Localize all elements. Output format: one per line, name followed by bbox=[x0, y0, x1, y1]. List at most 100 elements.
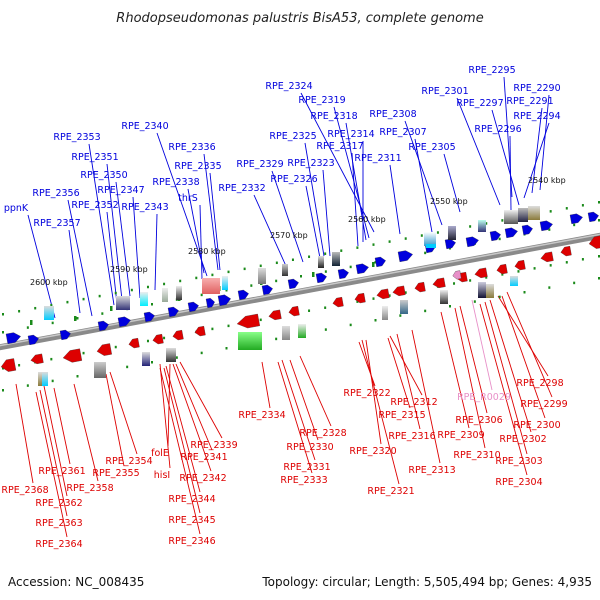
upper-inner-tick bbox=[548, 228, 551, 231]
forward-gene-label: thrS bbox=[178, 193, 198, 204]
lower-outer-tick bbox=[200, 351, 203, 355]
gene-features bbox=[0, 206, 600, 386]
reverse-gene-label: RPE_2363 bbox=[35, 518, 82, 529]
upper-outer-tick bbox=[2, 313, 4, 316]
forward-gene-label: RPE_2326 bbox=[270, 174, 317, 185]
forward-gene-label: RPE_2324 bbox=[265, 81, 312, 92]
forward-gene-arrow bbox=[539, 220, 553, 232]
forward-gene-arrow bbox=[397, 250, 413, 263]
lower-inner-tick bbox=[114, 345, 117, 349]
forward-gene-label: RPE_2319 bbox=[298, 95, 345, 106]
gene-block bbox=[448, 226, 456, 240]
lower-inner-tick bbox=[485, 276, 488, 279]
upper-inner-tick bbox=[300, 275, 302, 278]
forward-gene-label: ppnK bbox=[4, 203, 29, 214]
major-tick bbox=[30, 320, 33, 325]
reverse-gene-label: RPE_2309 bbox=[437, 430, 484, 441]
forward-gene-arrow bbox=[217, 294, 231, 307]
kbp-marker-label: 2590 kbp bbox=[110, 265, 148, 274]
forward-gene-label: RPE_2295 bbox=[468, 65, 515, 76]
reverse-gene-label: RPE_2362 bbox=[35, 498, 82, 509]
reverse-gene-label: RPE_2303 bbox=[495, 456, 542, 467]
upper-outer-tick bbox=[34, 306, 37, 310]
upper-outer-tick bbox=[18, 309, 21, 313]
reverse-gene-label: RPE_2310 bbox=[453, 450, 500, 461]
lower-inner-tick bbox=[18, 363, 21, 367]
gene-block bbox=[382, 306, 388, 320]
forward-gene-label: RPE_2353 bbox=[53, 132, 100, 143]
forward-gene-arrow bbox=[143, 311, 155, 323]
lower-inner-tick bbox=[324, 306, 327, 309]
forward-gene-label: RPE_2296 bbox=[474, 124, 521, 135]
gene-block bbox=[400, 300, 408, 314]
upper-outer-tick bbox=[549, 210, 552, 213]
upper-outer-tick bbox=[565, 207, 568, 210]
reverse-gene-label: RPE_2306 bbox=[455, 415, 502, 426]
major-tick bbox=[312, 272, 315, 277]
upper-inner-tick bbox=[598, 219, 600, 222]
forward-gene-label: RPE_2294 bbox=[513, 111, 560, 122]
upper-outer-tick bbox=[356, 246, 359, 249]
forward-gene-arrow bbox=[337, 268, 349, 280]
reverse-gene-label: RPE_2345 bbox=[168, 515, 215, 526]
upper-outer-tick bbox=[404, 237, 407, 240]
upper-outer-tick bbox=[163, 282, 166, 286]
reverse-gene-arrow bbox=[588, 235, 600, 249]
forward-gene-arrow bbox=[569, 213, 583, 225]
reverse-gene-label: RPE_2299 bbox=[520, 399, 567, 410]
reverse-gene-label: RPE_2344 bbox=[168, 494, 215, 505]
accession-text: Accession: NC_008435 bbox=[8, 575, 144, 589]
reverse-gene-arrow bbox=[392, 285, 406, 297]
upper-outer-tick bbox=[501, 219, 504, 222]
reverse-gene-label: RPE_2361 bbox=[38, 466, 85, 477]
upper-outer-tick bbox=[66, 300, 69, 304]
lower-inner-tick bbox=[549, 264, 552, 267]
lower-outer-tick bbox=[126, 365, 129, 369]
reverse-gene-label: RPE_2320 bbox=[349, 446, 396, 457]
kbp-marker-label: 2570 kbp bbox=[270, 231, 308, 240]
forward-gene-arrow bbox=[287, 278, 299, 290]
gene-block bbox=[440, 290, 448, 304]
reverse-gene-label: RPE_2315 bbox=[378, 410, 425, 421]
reverse-gene-label: RPE_2304 bbox=[495, 477, 542, 488]
forward-gene-label: RPE_2347 bbox=[97, 185, 144, 196]
lower-outer-tick bbox=[51, 379, 54, 383]
upper-outer-tick bbox=[340, 249, 343, 252]
reverse-gene-label: RPE_2333 bbox=[280, 475, 327, 486]
forward-gene-arrow bbox=[117, 316, 131, 328]
lower-outer-tick bbox=[225, 347, 228, 350]
gene-block bbox=[202, 278, 220, 294]
lower-outer-tick bbox=[349, 323, 352, 327]
forward-gene-arrow bbox=[465, 236, 479, 248]
reverse-gene-label: RPE_2358 bbox=[66, 483, 113, 494]
kbp-marker-label: 2540 kbp bbox=[528, 176, 566, 185]
lower-outer-tick bbox=[324, 328, 327, 331]
upper-outer-tick bbox=[388, 240, 391, 243]
kbp-markers: 2540 kbp 2550 kbp 2560 kbp 2570 kbp 2580 kbp… bbox=[30, 176, 566, 287]
gene-block bbox=[176, 286, 182, 300]
kbp-marker-label: 2600 kbp bbox=[30, 278, 68, 287]
upper-inner-tick bbox=[200, 293, 203, 297]
reverse-gene-arrow bbox=[0, 358, 17, 372]
forward-gene-arrow bbox=[587, 211, 599, 223]
lower-outer-tick bbox=[573, 281, 576, 285]
forward-gene-label: RPE_2317 bbox=[316, 141, 363, 152]
forward-gene-arrow bbox=[521, 224, 533, 236]
lower-inner-tick bbox=[533, 267, 536, 270]
forward-gene-arrow bbox=[374, 256, 386, 268]
genome-summary-text: Topology: circular; Length: 5,505,494 bp… bbox=[261, 575, 592, 589]
upper-outer-tick bbox=[114, 291, 117, 295]
forward-gene-label: RPE_2351 bbox=[71, 152, 118, 163]
forward-gene-label: RPE_2305 bbox=[408, 142, 455, 153]
forward-gene-label: RPE_2308 bbox=[369, 109, 416, 120]
upper-outer-tick bbox=[291, 258, 294, 262]
lower-inner-tick bbox=[308, 309, 311, 312]
label-leaders bbox=[15, 76, 553, 538]
lower-outer-tick bbox=[449, 305, 451, 308]
forward-gene-arrow bbox=[27, 334, 39, 346]
kbp-marker-label: 2560 kbp bbox=[348, 215, 386, 224]
upper-outer-tick bbox=[372, 243, 375, 246]
reverse-gene-label: RPE_2342 bbox=[179, 473, 226, 484]
upper-inner-tick bbox=[2, 331, 4, 334]
